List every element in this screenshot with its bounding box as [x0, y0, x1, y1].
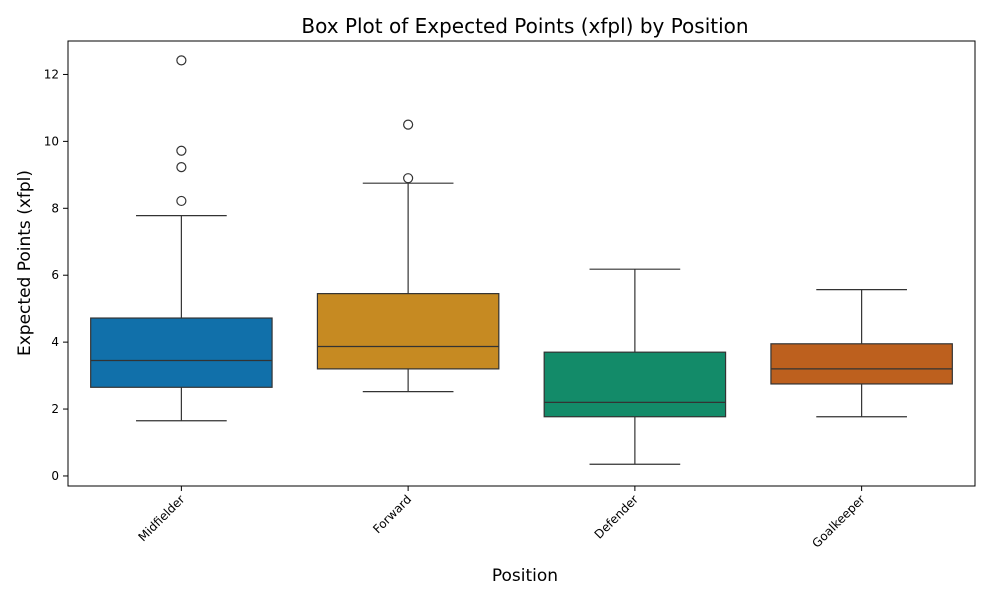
plot-area: 0 2 4 6 8 10 12 Midfielder Forward Defender Goalke…	[44, 55, 953, 551]
midfielder-outlier-point	[176, 145, 187, 156]
x-tick-label-goalkeeper: Goalkeeper	[809, 492, 867, 550]
x-tick-label-defender: Defender	[592, 492, 641, 541]
plot-frame	[67, 40, 976, 487]
x-tick-label-forward: Forward	[370, 492, 414, 536]
goalkeeper-box	[770, 343, 953, 385]
y-tick-label: 0	[51, 469, 59, 483]
y-tick-label: 4	[51, 335, 59, 349]
x-axis-label: Position	[492, 566, 558, 586]
midfielder-outlier-point	[176, 55, 187, 66]
y-tick-label: 12	[44, 67, 59, 81]
midfielder-outlier-point	[176, 162, 187, 173]
x-tick-label-midfielder: Midfielder	[136, 492, 188, 544]
y-tick-label: 6	[51, 268, 59, 282]
forward-outlier-point	[403, 119, 414, 130]
y-tick-label: 2	[51, 402, 59, 416]
y-axis-label: Expected Points (xfpl)	[15, 170, 35, 356]
forward-box	[316, 293, 500, 370]
y-tick-label: 8	[51, 201, 59, 215]
y-tick-label: 10	[44, 134, 59, 148]
midfielder-outlier-point	[176, 195, 187, 207]
midfielder-box	[90, 317, 273, 388]
forward-outlier-point	[403, 173, 414, 184]
defender-box	[543, 351, 727, 418]
chart-title: Box Plot of Expected Points (xfpl) by Po…	[301, 14, 748, 38]
